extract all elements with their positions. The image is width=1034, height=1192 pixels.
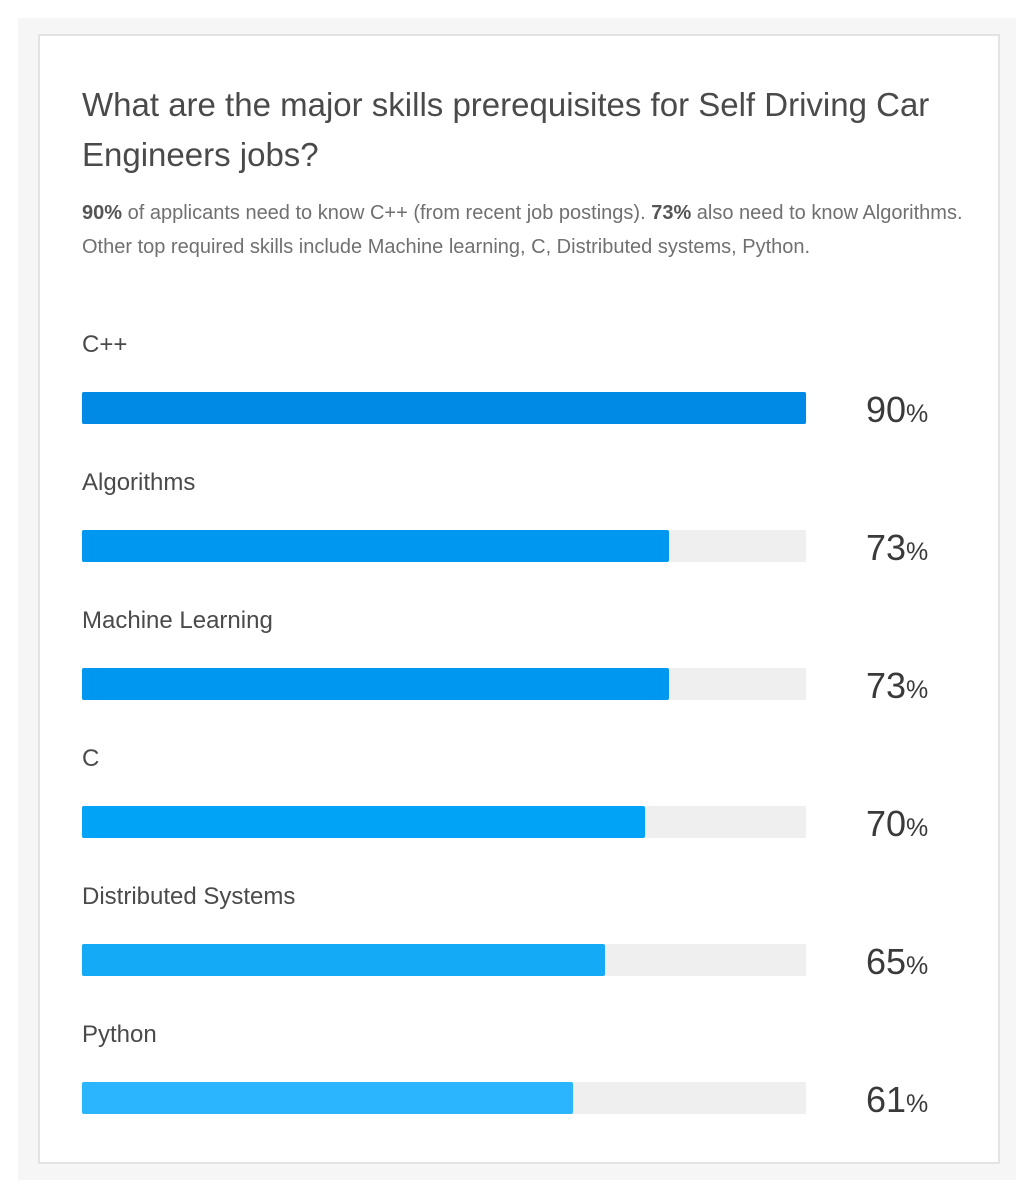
skills-bar-chart: C++ 90% Algorithms 73% Machine Learning 73% C 7… xyxy=(82,324,962,1152)
bar-fill xyxy=(82,944,605,976)
bar-track xyxy=(82,806,806,838)
bar-track xyxy=(82,668,806,700)
percent-unit: % xyxy=(906,1090,929,1118)
percent-label: 90% xyxy=(866,388,928,436)
skill-row: Python 61% xyxy=(82,1014,962,1152)
percent-value: 73 xyxy=(866,665,907,706)
percent-unit: % xyxy=(906,400,929,428)
percent-label: 65% xyxy=(866,940,928,988)
bar-fill xyxy=(82,1082,573,1114)
skills-card: What are the major skills prerequisites … xyxy=(38,34,1000,1164)
percent-value: 65 xyxy=(866,941,907,982)
percent-label: 73% xyxy=(866,526,928,574)
percent-label: 61% xyxy=(866,1078,928,1126)
skill-row: C++ 90% xyxy=(82,324,962,462)
description-stat-cpp: 90% xyxy=(82,202,123,224)
skill-label: Python xyxy=(82,1021,157,1048)
percent-value: 73 xyxy=(866,527,907,568)
percent-label: 70% xyxy=(866,802,928,850)
percent-unit: % xyxy=(906,676,929,704)
bar-fill xyxy=(82,668,669,700)
skill-row: C 70% xyxy=(82,738,962,876)
bar-track xyxy=(82,392,806,424)
bar-fill xyxy=(82,530,669,562)
percent-unit: % xyxy=(906,814,929,842)
percent-value: 61 xyxy=(866,1079,907,1120)
percent-value: 70 xyxy=(866,803,907,844)
skill-row: Distributed Systems 65% xyxy=(82,876,962,1014)
description-stat-algorithms: 73% xyxy=(651,202,692,224)
bar-fill xyxy=(82,806,645,838)
bar-fill xyxy=(82,392,806,424)
description-text-2: also need to know Algorithms. Other top … xyxy=(82,202,963,258)
chart-title: What are the major skills prerequisites … xyxy=(82,86,930,173)
bar-track xyxy=(82,530,806,562)
percent-label: 73% xyxy=(866,664,928,712)
chart-description: 90% of applicants need to know C++ (from… xyxy=(82,196,972,264)
skill-row: Algorithms 73% xyxy=(82,462,962,600)
bar-track xyxy=(82,944,806,976)
percent-unit: % xyxy=(906,538,929,566)
percent-value: 90 xyxy=(866,389,907,430)
percent-unit: % xyxy=(906,952,929,980)
description-text-1: of applicants need to know C++ (from rec… xyxy=(122,202,652,224)
skill-label: Machine Learning xyxy=(82,607,273,634)
skill-label: Algorithms xyxy=(82,469,196,496)
skill-label: Distributed Systems xyxy=(82,883,296,910)
skill-label: C++ xyxy=(82,331,128,358)
skill-row: Machine Learning 73% xyxy=(82,600,962,738)
skill-label: C xyxy=(82,745,100,772)
bar-track xyxy=(82,1082,806,1114)
